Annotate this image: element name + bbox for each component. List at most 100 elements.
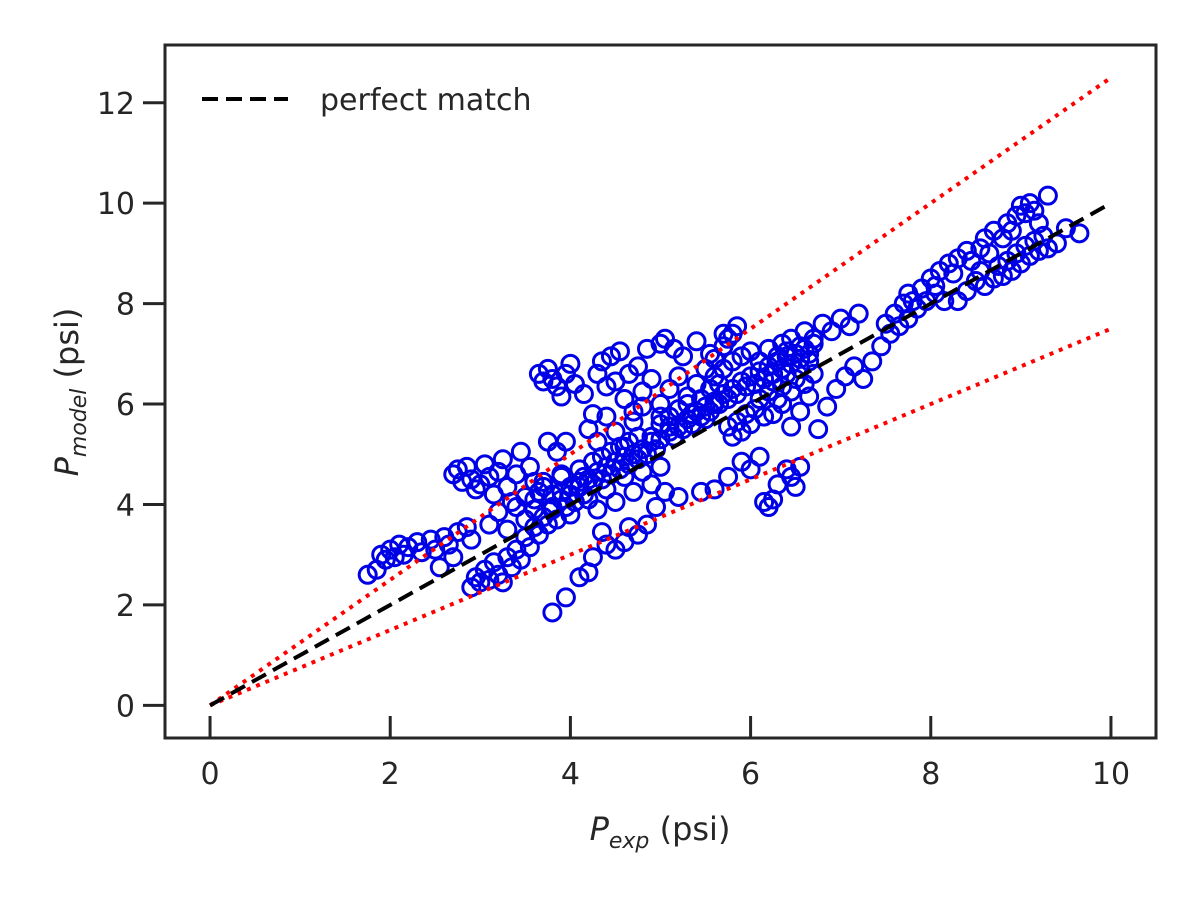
- x-tick-label: 10: [1092, 757, 1130, 792]
- data-point: [956, 240, 977, 261]
- perfect-match-line: [209, 201, 1112, 708]
- data-point: [799, 386, 820, 407]
- data-point: [551, 386, 572, 407]
- plot-area: [208, 76, 1113, 708]
- data-point: [461, 529, 482, 550]
- data-point: [817, 396, 838, 417]
- data-point: [790, 401, 811, 422]
- x-axis: 0 2 4 6 8 10: [200, 716, 1130, 792]
- data-point: [605, 371, 626, 392]
- data-point: [537, 358, 558, 379]
- y-tick-label: 10: [97, 187, 135, 222]
- data-point: [596, 406, 617, 427]
- data-point: [384, 547, 405, 568]
- data-point: [609, 341, 630, 362]
- data-point: [1024, 200, 1045, 221]
- data-point: [754, 491, 775, 512]
- data-point: [749, 446, 770, 467]
- y-tick-label: 2: [116, 589, 135, 624]
- data-point: [627, 426, 648, 447]
- data-point: [591, 522, 612, 543]
- data-point: [668, 486, 689, 507]
- data-point: [650, 456, 671, 477]
- y-axis: 0 2 4 6 8 10 12: [97, 87, 165, 724]
- data-point: [1069, 223, 1090, 244]
- data-point: [673, 346, 694, 367]
- data-point: [686, 373, 707, 394]
- data-point: [573, 466, 594, 487]
- data-point: [1006, 205, 1027, 226]
- data-point: [560, 353, 581, 374]
- data-point: [429, 557, 450, 578]
- data-point: [1015, 203, 1036, 224]
- data-point: [465, 479, 486, 500]
- lower-bound-line: [209, 326, 1112, 708]
- data-point: [524, 499, 545, 520]
- data-point: [862, 351, 883, 372]
- y-tick-label: 8: [116, 288, 135, 323]
- data-point: [492, 572, 513, 593]
- data-point: [555, 587, 576, 608]
- data-point: [848, 303, 869, 324]
- y-tick-label: 6: [116, 388, 135, 423]
- data-point: [542, 602, 563, 623]
- y-tick-label: 4: [116, 488, 135, 523]
- data-point: [803, 328, 824, 349]
- data-point: [668, 366, 689, 387]
- data-point: [659, 416, 680, 437]
- x-axis-label: Pexp (psi): [590, 810, 731, 854]
- y-tick-label: 12: [97, 87, 135, 122]
- data-point: [1037, 238, 1058, 259]
- data-point: [650, 394, 671, 415]
- data-point: [704, 479, 725, 500]
- data-point: [785, 476, 806, 497]
- data-point: [645, 497, 666, 517]
- data-point: [641, 368, 662, 389]
- data-point: [560, 476, 581, 497]
- data-point: [510, 441, 531, 462]
- data-point: [736, 376, 757, 397]
- data-point: [754, 406, 775, 427]
- legend: perfect match: [202, 83, 532, 118]
- data-point: [623, 481, 644, 502]
- x-tick-label: 8: [921, 757, 940, 792]
- data-point: [686, 331, 707, 352]
- x-tick-label: 6: [741, 757, 760, 792]
- data-point: [375, 549, 396, 570]
- data-point: [456, 517, 477, 538]
- data-point: [623, 401, 644, 422]
- data-point: [627, 356, 648, 377]
- upper-bound-line: [208, 76, 1113, 707]
- data-point: [605, 491, 626, 512]
- data-point: [695, 409, 716, 430]
- data-point: [790, 456, 811, 477]
- data-point: [722, 323, 743, 344]
- data-point: [407, 532, 428, 553]
- data-point: [447, 459, 468, 480]
- data-point: [492, 449, 513, 470]
- y-axis-label: Pmodel (psi): [48, 308, 92, 477]
- data-point: [420, 529, 441, 550]
- data-point: [709, 373, 730, 394]
- x-tick-label: 4: [561, 757, 580, 792]
- x-tick-label: 2: [381, 757, 400, 792]
- data-point: [1028, 213, 1049, 234]
- data-point: [582, 547, 603, 568]
- data-point: [718, 466, 739, 487]
- y-tick-label: 0: [116, 689, 135, 724]
- data-point: [893, 293, 914, 314]
- data-point: [636, 514, 657, 535]
- data-point: [1037, 185, 1058, 206]
- data-point: [853, 368, 874, 389]
- x-tick-label: 0: [200, 757, 219, 792]
- data-point: [542, 484, 563, 505]
- data-point: [443, 547, 464, 568]
- data-point: [587, 499, 608, 520]
- data-point: [808, 419, 829, 440]
- data-point: [555, 431, 576, 452]
- data-point: [704, 394, 725, 415]
- data-point: [781, 416, 802, 437]
- data-point: [573, 384, 594, 405]
- legend-perfect-match-label: perfect match: [320, 83, 532, 118]
